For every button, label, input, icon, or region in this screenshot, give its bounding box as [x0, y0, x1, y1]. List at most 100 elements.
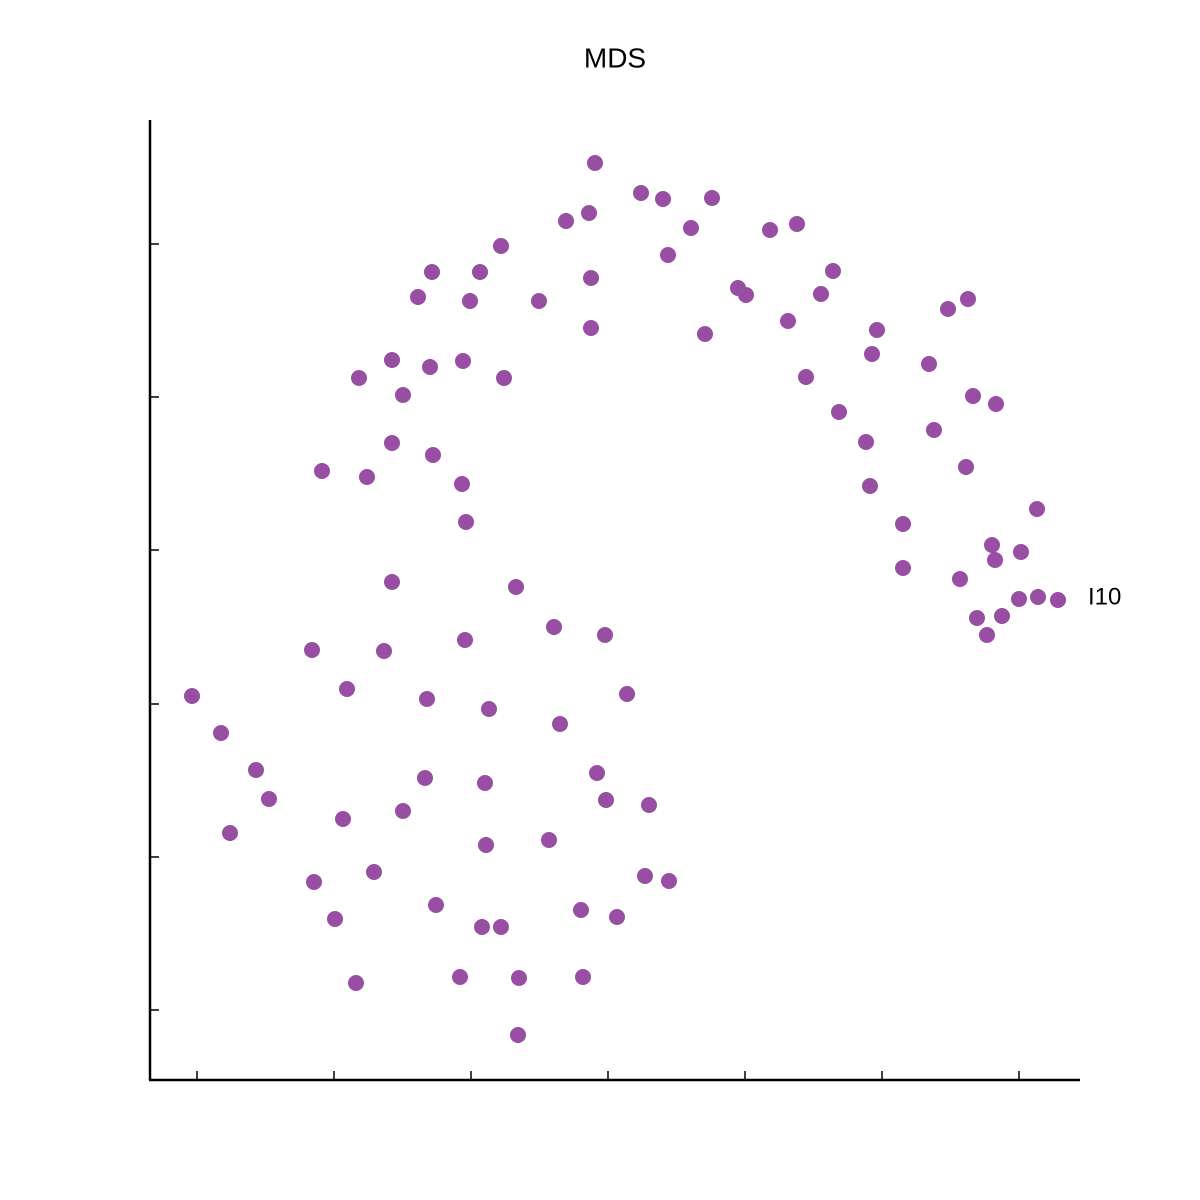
point [697, 326, 713, 342]
point [641, 797, 657, 813]
point [472, 264, 488, 280]
point [314, 463, 330, 479]
point [511, 970, 527, 986]
point [1013, 544, 1029, 560]
point [425, 447, 441, 463]
point [304, 642, 320, 658]
point [384, 352, 400, 368]
point [1029, 501, 1045, 517]
point [869, 322, 885, 338]
point [422, 359, 438, 375]
point [184, 688, 200, 704]
point [335, 811, 351, 827]
point [458, 514, 474, 530]
point [984, 537, 1000, 553]
point [384, 435, 400, 451]
point [510, 1027, 526, 1043]
point [633, 185, 649, 201]
point [428, 897, 444, 913]
point [575, 969, 591, 985]
point [965, 388, 981, 404]
point [583, 320, 599, 336]
point [637, 868, 653, 884]
point [921, 356, 937, 372]
point [417, 770, 433, 786]
point [395, 803, 411, 819]
point [813, 286, 829, 302]
point [248, 762, 264, 778]
point [493, 919, 509, 935]
point [384, 574, 400, 590]
annotation: I10 [1088, 583, 1121, 610]
point [988, 396, 1004, 412]
point [598, 792, 614, 808]
point [419, 691, 435, 707]
point [376, 643, 392, 659]
point [979, 627, 995, 643]
point [1030, 589, 1046, 605]
point [546, 619, 562, 635]
point [531, 293, 547, 309]
point [306, 874, 322, 890]
point [597, 627, 613, 643]
point [831, 404, 847, 420]
point [496, 370, 512, 386]
point [704, 190, 720, 206]
point [1050, 592, 1066, 608]
point [994, 608, 1010, 624]
point [581, 205, 597, 221]
point [958, 459, 974, 475]
point [452, 969, 468, 985]
point [587, 155, 603, 171]
point [926, 422, 942, 438]
point [462, 293, 478, 309]
point [261, 791, 277, 807]
point [474, 919, 490, 935]
point [348, 975, 364, 991]
point [862, 478, 878, 494]
point [589, 765, 605, 781]
point [366, 864, 382, 880]
point [351, 370, 367, 386]
point [424, 264, 440, 280]
point [457, 632, 473, 648]
point [339, 681, 355, 697]
point [738, 287, 754, 303]
point [395, 387, 411, 403]
point [789, 216, 805, 232]
point [1011, 591, 1027, 607]
point [960, 291, 976, 307]
point [454, 476, 470, 492]
point [478, 837, 494, 853]
point [661, 873, 677, 889]
point [481, 701, 497, 717]
chart-title: MDS [584, 42, 646, 73]
point [895, 560, 911, 576]
point [952, 571, 968, 587]
point [940, 301, 956, 317]
point [455, 353, 471, 369]
point [493, 238, 509, 254]
point [895, 516, 911, 532]
point [619, 686, 635, 702]
point [660, 247, 676, 263]
point [987, 552, 1003, 568]
point [683, 220, 699, 236]
point [858, 434, 874, 450]
point [508, 579, 524, 595]
point [825, 263, 841, 279]
point [410, 289, 426, 305]
point [969, 610, 985, 626]
point [477, 775, 493, 791]
point [359, 469, 375, 485]
point [558, 213, 574, 229]
point [552, 716, 568, 732]
point [798, 369, 814, 385]
point [762, 222, 778, 238]
point [222, 825, 238, 841]
point [573, 902, 589, 918]
point [609, 909, 625, 925]
point [780, 313, 796, 329]
